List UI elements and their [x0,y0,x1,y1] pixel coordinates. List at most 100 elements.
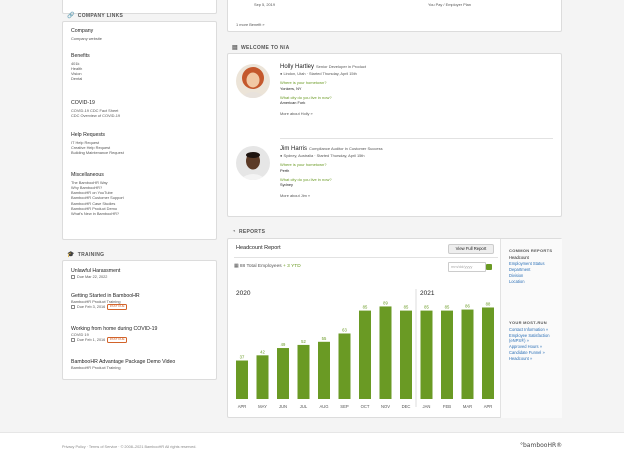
training-item[interactable]: Getting Started in BambooHR BambooHR Pro… [71,293,211,310]
total-employees: ▦ 88 Total Employees + 3 YTD [234,264,301,269]
answer-current-city: American Fork [280,100,306,105]
bar-sep-5[interactable] [338,333,351,399]
training-due: Due Feb 1, 2016 PAST DUE [71,337,211,343]
misc-link[interactable]: BambooHR Case Studies [71,200,116,206]
misc-link[interactable]: BambooHR Customer Support [71,195,124,201]
divider [280,138,553,139]
benefits-link[interactable]: Health [71,65,83,71]
link-icon: 🔗 [67,13,75,19]
bar-apr-12[interactable] [482,307,494,399]
misc-link[interactable]: BambooHR on YouTube [71,190,113,196]
x-tick-label: DEC [402,404,411,409]
new-hire-role: Compliance Auditor in Customer Success [309,146,383,151]
avatar[interactable] [236,64,270,98]
misc-link[interactable]: The BambooHR Way [71,179,108,185]
misc-link[interactable]: What's New in BambooHR? [71,211,120,217]
past-due-badge: PAST DUE [107,337,128,343]
new-hire-location: Lindon, Utah · Started Thursday, April 1… [283,71,357,76]
calendar-icon[interactable] [486,264,492,270]
footer-text: Privacy Policy · Terms of Service · © 20… [62,445,197,449]
new-hire-name[interactable]: Holly Hartley [280,64,315,70]
reports-title: ◔ REPORTS [232,229,266,235]
report-link-department[interactable]: Department [509,266,531,272]
help-link[interactable]: IT Help Request [71,139,100,145]
year-label: 2020 [236,290,251,297]
x-tick-label: OCT [361,404,370,409]
link-group-head: Help Requests [71,132,106,138]
training-title-text[interactable]: BambooHR Advantage Package Demo Video [71,359,176,365]
view-full-report-button[interactable]: View Full Report [448,244,494,254]
date-input[interactable]: mm/dd/yyyy [448,262,486,272]
bar-jul-3[interactable] [297,344,310,399]
training-title-text[interactable]: Unlawful Harassment [71,268,121,274]
new-hire-card: Holly Hartley Senior Developer in Product… [236,64,554,134]
link-group-benefits: Benefits 401k Health Vision Dental [71,53,211,82]
bar-aug-4[interactable] [318,341,330,399]
new-hire-role: Senior Developer in Product [316,64,367,69]
misc-link[interactable]: Why BambooHR? [71,184,103,190]
bar-value-label: 42 [260,349,265,354]
misc-link[interactable]: BambooHR Product Demo [71,205,118,211]
report-link-division[interactable]: Division [509,272,524,278]
bar-apr-0[interactable] [236,360,248,399]
report-link-enps[interactable]: Employee Satisfaction (eNPS®) » [509,332,550,343]
training-sub: BambooHR Product Training [71,299,121,304]
bar-value-label: 85 [424,305,429,310]
bar-oct-6[interactable] [359,310,371,399]
help-link[interactable]: Creative Help Request [71,144,111,150]
company-website-link[interactable]: Company website [71,35,102,41]
common-reports-list: COMMON REPORTS Headcount Employment Stat… [509,248,559,286]
bar-jun-2[interactable] [277,348,289,399]
more-benefits-link[interactable]: 1 more Benefit » [236,22,265,27]
new-hire-info: Jim Harris Compliance Auditor in Customer… [280,146,550,198]
benefits-link[interactable]: Vision [71,71,82,77]
bar-value-label: 63 [342,327,347,332]
bar-jan-9[interactable] [420,310,433,399]
training-item[interactable]: Unlawful Harassment Due Mar 22, 2022 [71,268,211,280]
report-link-approved-hours[interactable]: Approved Hours » [509,343,542,349]
bar-feb-10[interactable] [441,310,453,399]
covid-link[interactable]: CDC Overview of COVID-19 [71,112,121,118]
top-left-fragment [62,0,217,14]
reports-sidebar: COMMON REPORTS Headcount Employment Stat… [500,239,562,418]
report-link-candidate-funnel[interactable]: Candidate Funnel » [509,349,545,355]
training-item[interactable]: BambooHR Advantage Package Demo Video Ba… [71,359,211,370]
bar-dec-8[interactable] [400,310,412,399]
location-pin-icon: ● [280,71,283,76]
new-hire-name[interactable]: Jim Harris [280,146,307,152]
training-title: 🎓 TRAINING [67,251,105,259]
report-link-employment-status[interactable]: Employment Status [509,260,545,266]
year-label: 2021 [420,290,435,297]
id-card-icon: ▤ [232,45,238,51]
welcome-title: ▤ WELCOME TO N/A [232,44,290,52]
question-hometown: Where is your hometown? [280,162,327,167]
training-title-text[interactable]: Getting Started in BambooHR [71,293,140,299]
report-link-headcount[interactable]: Headcount [509,255,529,260]
most-run-list: YOUR MOST-RUN Contact Information » Empl… [509,320,559,363]
benefits-link[interactable]: 401k [71,60,80,66]
avatar[interactable] [236,146,270,180]
covid-link[interactable]: COVID-19 CDC Fact Sheet [71,107,119,113]
training-sub: BambooHR Product Training [71,365,121,370]
benefit-date: Sep 5, 2019 [254,2,275,7]
bar-mar-11[interactable] [461,309,474,399]
x-tick-label: APR [238,404,247,409]
training-title-text[interactable]: Working from home during COVID-19 [71,326,158,332]
report-link-headcount-2[interactable]: Headcount » [509,355,533,361]
new-hire-info: Holly Hartley Senior Developer in Product… [280,64,550,116]
more-about-link[interactable]: More about Jim » [280,193,311,198]
training-item[interactable]: Working from home during COVID-19 COVID … [71,326,211,343]
benefits-link[interactable]: Dental [71,76,83,82]
help-link[interactable]: Building Maintenance Request [71,150,124,156]
bar-nov-7[interactable] [379,306,392,399]
report-name: Headcount Report [236,245,281,251]
report-link-location[interactable]: Location [509,278,525,284]
report-link-contact-info[interactable]: Contact Information » [509,327,549,332]
bar-value-label: 89 [383,300,388,305]
training-panel: Unlawful Harassment Due Mar 22, 2022 Get… [62,260,217,380]
bar-value-label: 85 [404,305,409,310]
new-hire-card: Jim Harris Compliance Auditor in Customer… [236,146,554,216]
bar-may-1[interactable] [256,355,269,399]
answer-hometown: Perth [280,167,290,173]
more-about-link[interactable]: More about Holly » [280,111,313,116]
